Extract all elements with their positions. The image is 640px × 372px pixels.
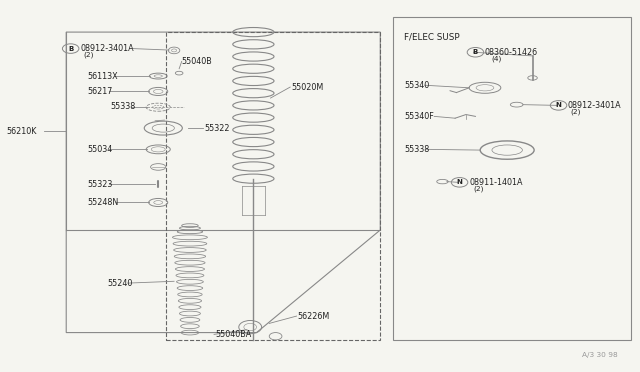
Text: 08360-51426: 08360-51426 (485, 48, 538, 57)
Text: (2): (2) (83, 52, 94, 58)
Text: 08911-1401A: 08911-1401A (469, 178, 523, 187)
Text: 55040BA: 55040BA (215, 330, 252, 339)
Text: 56113X: 56113X (87, 71, 118, 81)
Bar (393, 17, 631, 340)
Text: (2): (2) (474, 185, 484, 192)
Text: 55020M: 55020M (291, 83, 324, 92)
Text: (2): (2) (571, 108, 581, 115)
Text: 56210K: 56210K (6, 126, 36, 135)
Text: N: N (556, 102, 561, 108)
Text: B: B (68, 46, 74, 52)
Text: 55340F: 55340F (404, 112, 434, 121)
Text: 55322: 55322 (205, 124, 230, 132)
Text: 08912-3401A: 08912-3401A (80, 44, 134, 53)
Text: 08912-3401A: 08912-3401A (568, 101, 621, 110)
Text: B: B (473, 49, 478, 55)
Text: 55323: 55323 (87, 180, 113, 189)
Text: 55240: 55240 (108, 279, 133, 288)
Text: 55034: 55034 (87, 145, 113, 154)
Text: 56217: 56217 (87, 87, 113, 96)
Text: 55338: 55338 (111, 102, 136, 111)
Text: 56226M: 56226M (298, 312, 330, 321)
Text: F/ELEC SUSP: F/ELEC SUSP (404, 32, 460, 41)
Text: A/3 30 98: A/3 30 98 (582, 352, 618, 358)
Text: 55340: 55340 (404, 81, 429, 90)
Text: 55040B: 55040B (182, 57, 212, 66)
Text: N: N (457, 179, 463, 185)
Text: (4): (4) (492, 55, 502, 62)
Text: 55338: 55338 (404, 145, 429, 154)
Text: 55248N: 55248N (87, 198, 118, 207)
Bar (166, 32, 380, 340)
